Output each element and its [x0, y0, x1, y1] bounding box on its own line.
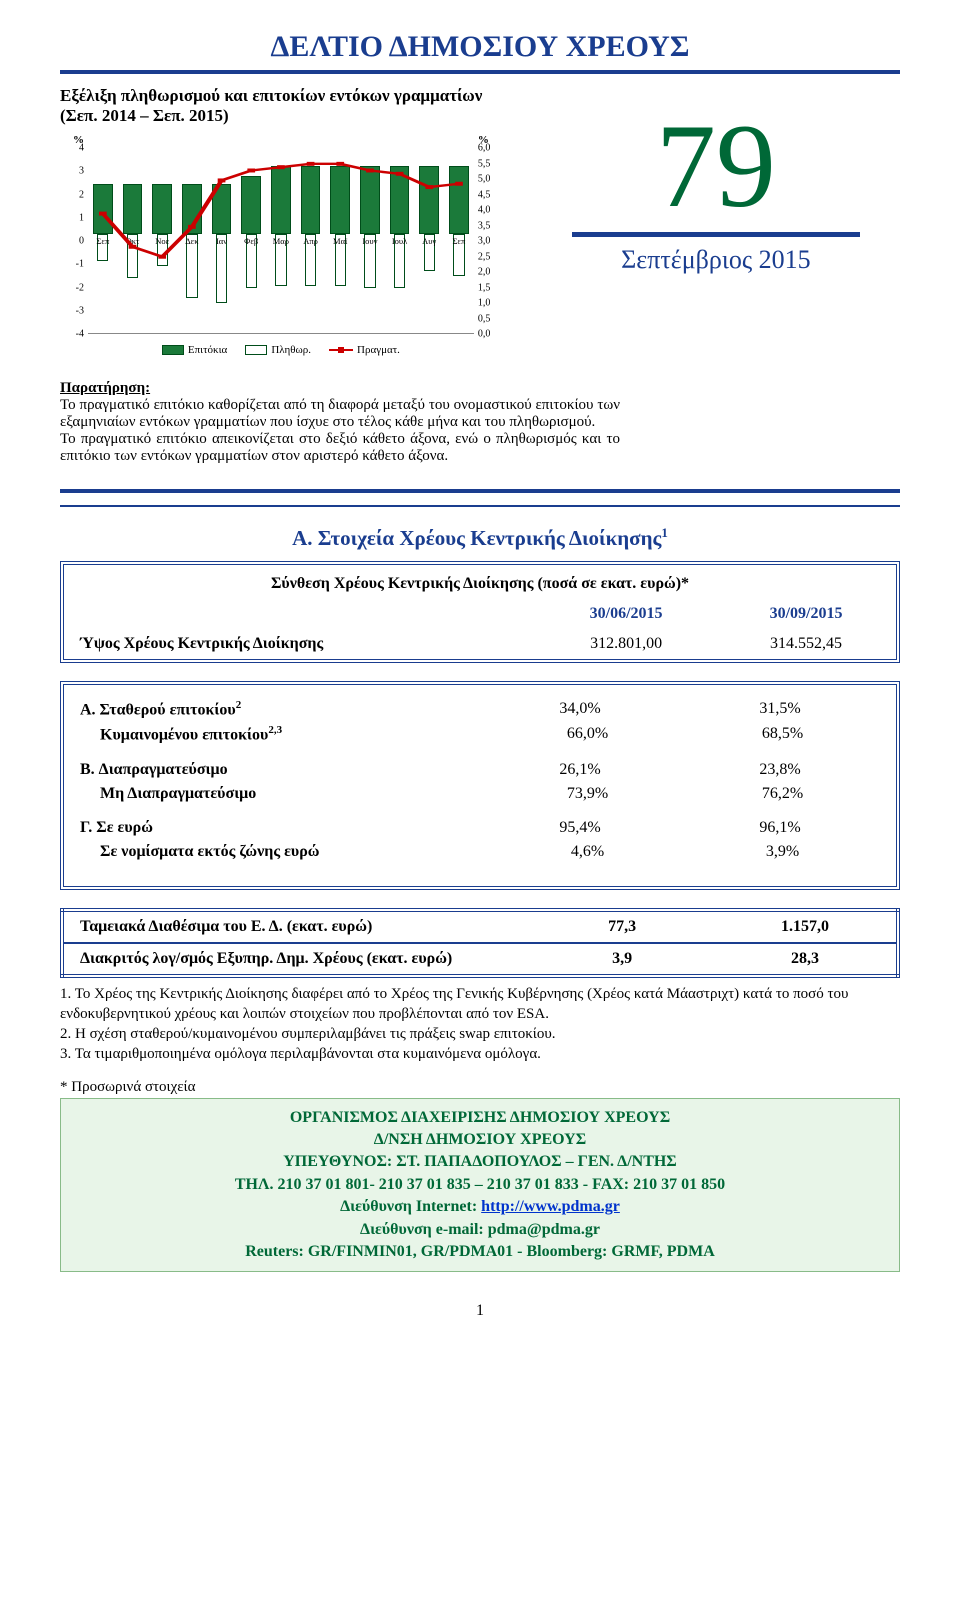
chart-axis-left: % 43210-1-2-3-4 — [60, 134, 88, 334]
legend-infl-label: Πληθωρ. — [271, 344, 311, 356]
chart-area: ΣεπΟκτΝοεΔεκΙανΦεβΜαρΑπρΜαϊΙουνΙουλΑυγΣε… — [88, 134, 474, 334]
table-title: Σύνθεση Χρέους Κεντρικής Διοίκησης (ποσά… — [64, 565, 896, 599]
legend-interest-label: Επιτόκια — [188, 344, 227, 356]
total-v1: 312.801,00 — [536, 629, 716, 659]
title-rule — [60, 70, 900, 74]
issue-month: Σεπτέμβριος 2015 — [532, 245, 900, 275]
org-link[interactable]: http://www.pdma.gr — [481, 1198, 620, 1215]
chart-legend: Επιτόκια Πληθωρ. Πραγματ. — [60, 344, 502, 356]
chart-block: Εξέλιξη πληθωρισμού και επιτοκίων εντόκω… — [60, 86, 502, 356]
issue-rule — [572, 232, 860, 237]
issue-number: 79 — [532, 106, 900, 226]
table-total: Σύνθεση Χρέους Κεντρικής Διοίκησης (ποσά… — [60, 561, 900, 663]
section-a-title: Α. Στοιχεία Χρέους Κεντρικής Διοίκησης1 — [60, 525, 900, 551]
org-block: ΟΡΓΑΝΙΣΜΟΣ ΔΙΑΧΕΙΡΙΣΗΣ ΔΗΜΟΣΙΟΥ ΧΡΕΟΥΣ Δ… — [60, 1098, 900, 1273]
chart-axis-right: % 6,05,55,04,54,03,53,02,52,01,51,00,50,… — [474, 134, 502, 334]
legend-real-label: Πραγματ. — [357, 344, 400, 356]
issue-block: 79 Σεπτέμβριος 2015 — [532, 86, 900, 275]
page-title: ΔΕΛΤΙΟ ΔΗΜΟΣΙΟΥ ΧΡΕΟΥΣ — [60, 30, 900, 64]
composition-block: Α. Σταθερού επιτοκίου234,0%31,5%Κυμαινομ… — [60, 681, 900, 890]
col-date-2: 30/09/2015 — [716, 599, 896, 629]
provisional-note: * Προσωρινά στοιχεία — [60, 1079, 900, 1096]
chart-heading: Εξέλιξη πληθωρισμού και επιτοκίων εντόκω… — [60, 86, 502, 126]
page-number: 1 — [60, 1302, 900, 1320]
footnotes: 1. Το Χρέος της Κεντρικής Διοίκησης διαφ… — [60, 984, 900, 1065]
section-rule-thin — [60, 505, 900, 507]
total-v2: 314.552,45 — [716, 629, 896, 659]
col-date-1: 30/06/2015 — [536, 599, 716, 629]
note-block: Παρατήρηση: Το πραγματικό επιτόκιο καθορ… — [60, 380, 620, 465]
total-label: Ύψος Χρέους Κεντρικής Διοίκησης — [64, 629, 536, 659]
table-cash: Ταμειακά Διαθέσιμα του Ε. Δ. (εκατ. ευρώ… — [60, 908, 900, 978]
section-rule-top — [60, 489, 900, 493]
